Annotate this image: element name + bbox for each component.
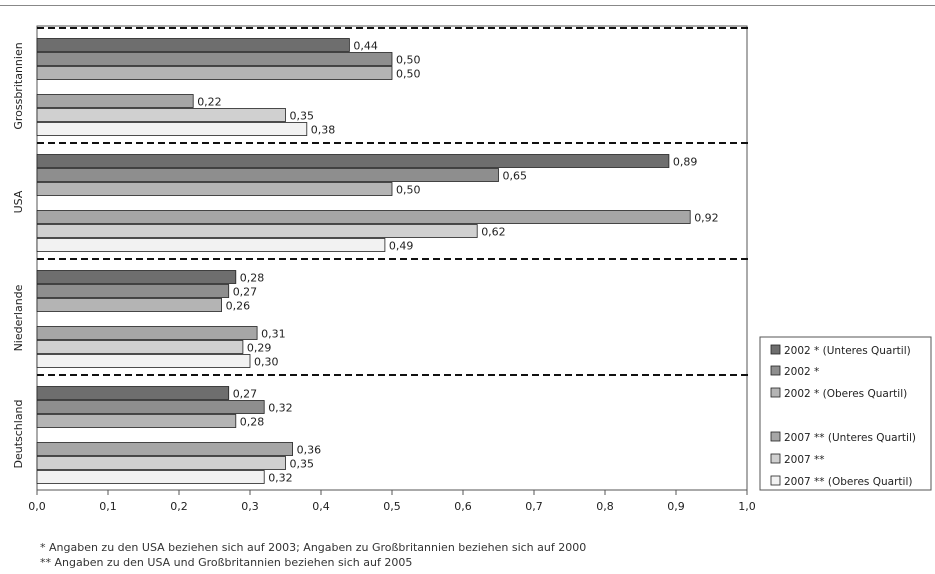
- data-label-niederlande-series-3: 0,26: [226, 300, 251, 313]
- bar-grossbritannien-series-6: [36, 122, 308, 136]
- bar-niederlande-series-2: [36, 284, 230, 298]
- bar-grossbritannien-series-1: [36, 38, 350, 52]
- category-label-niederlande: Niederlande: [12, 284, 25, 351]
- category-label-grossbritannien: Grossbritannien: [12, 42, 25, 129]
- legend-label-6: 2007 ** (Oberes Quartil): [784, 476, 912, 488]
- data-label-usa-series-1: 0,89: [673, 156, 698, 169]
- data-label-grossbritannien-series-2: 0,50: [396, 54, 421, 67]
- bar-usa-series-3: [36, 182, 393, 196]
- x-tick-label-4: 0,4: [312, 500, 330, 513]
- data-label-usa-series-2: 0,65: [503, 170, 528, 183]
- x-tick-label-10: 1,0: [738, 500, 756, 513]
- legend-box: [759, 336, 932, 491]
- x-tick-label-5: 0,5: [383, 500, 401, 513]
- x-tick-label-9: 0,9: [667, 500, 685, 513]
- data-label-usa-series-3: 0,50: [396, 184, 421, 197]
- footnote-2: ** Angaben zu den USA und Großbritannien…: [40, 556, 413, 569]
- data-label-deutschland-series-5: 0,35: [290, 458, 315, 471]
- data-label-deutschland-series-1: 0,27: [233, 388, 258, 401]
- bar-niederlande-series-1: [36, 270, 237, 284]
- x-tick-label-7: 0,7: [525, 500, 543, 513]
- bar-deutschland-series-1: [36, 386, 230, 400]
- bar-niederlande-series-5: [36, 340, 244, 354]
- legend-swatch-1: [770, 344, 781, 355]
- data-label-grossbritannien-series-3: 0,50: [396, 68, 421, 81]
- bar-grossbritannien-series-2: [36, 52, 393, 66]
- legend-label-1: 2002 * (Unteres Quartil): [784, 345, 911, 357]
- bar-niederlande-series-6: [36, 354, 251, 368]
- category-label-deutschland: Deutschland: [12, 399, 25, 468]
- legend-label-3: 2002 * (Oberes Quartil): [784, 388, 907, 400]
- x-tick-label-1: 0,1: [99, 500, 117, 513]
- bar-usa-series-6: [36, 238, 386, 252]
- x-tick-label-0: 0,0: [28, 500, 46, 513]
- x-tick-label-3: 0,3: [241, 500, 259, 513]
- x-tick-label-8: 0,8: [596, 500, 614, 513]
- bar-usa-series-2: [36, 168, 499, 182]
- bar-usa-series-5: [36, 224, 478, 238]
- data-label-grossbritannien-series-5: 0,35: [290, 110, 315, 123]
- data-label-grossbritannien-series-6: 0,38: [311, 124, 336, 137]
- data-label-niederlande-series-6: 0,30: [254, 356, 279, 369]
- data-label-deutschland-series-3: 0,28: [240, 416, 264, 429]
- bar-deutschland-series-6: [36, 470, 265, 484]
- bar-usa-series-1: [36, 154, 670, 168]
- data-label-deutschland-series-4: 0,36: [297, 444, 322, 457]
- data-label-grossbritannien-series-4: 0,22: [197, 96, 222, 109]
- x-tick-label-6: 0,6: [454, 500, 472, 513]
- footnote-1: * Angaben zu den USA beziehen sich auf 2…: [40, 541, 587, 554]
- bar-grossbritannien-series-5: [36, 108, 286, 122]
- legend-swatch-4: [770, 431, 781, 442]
- bar-deutschland-series-3: [36, 414, 237, 428]
- bar-grossbritannien-series-4: [36, 94, 194, 108]
- bar-usa-series-4: [36, 210, 691, 224]
- bar-niederlande-series-4: [36, 326, 258, 340]
- bar-niederlande-series-3: [36, 298, 223, 312]
- data-label-usa-series-5: 0,62: [481, 226, 506, 239]
- data-label-usa-series-6: 0,49: [389, 240, 414, 253]
- bar-deutschland-series-4: [36, 442, 294, 456]
- legend-label-2: 2002 *: [784, 366, 819, 378]
- data-label-niederlande-series-1: 0,28: [240, 272, 264, 285]
- legend-swatch-5: [770, 453, 781, 464]
- bar-deutschland-series-5: [36, 456, 286, 470]
- legend-swatch-6: [770, 475, 781, 486]
- data-label-niederlande-series-5: 0,29: [247, 342, 272, 355]
- data-label-grossbritannien-series-1: 0,44: [353, 40, 378, 53]
- legend-label-4: 2007 ** (Unteres Quartil): [784, 432, 916, 444]
- data-label-niederlande-series-2: 0,27: [233, 286, 258, 299]
- bar-deutschland-series-2: [36, 400, 265, 414]
- legend-swatch-3: [770, 387, 781, 398]
- data-label-usa-series-4: 0,92: [694, 212, 719, 225]
- legend-label-5: 2007 **: [784, 454, 825, 466]
- category-label-usa: USA: [12, 190, 25, 213]
- data-label-deutschland-series-6: 0,32: [268, 472, 293, 485]
- data-label-niederlande-series-4: 0,31: [261, 328, 286, 341]
- data-label-deutschland-series-2: 0,32: [268, 402, 293, 415]
- x-tick-label-2: 0,2: [170, 500, 188, 513]
- bar-grossbritannien-series-3: [36, 66, 393, 80]
- legend-swatch-2: [770, 365, 781, 376]
